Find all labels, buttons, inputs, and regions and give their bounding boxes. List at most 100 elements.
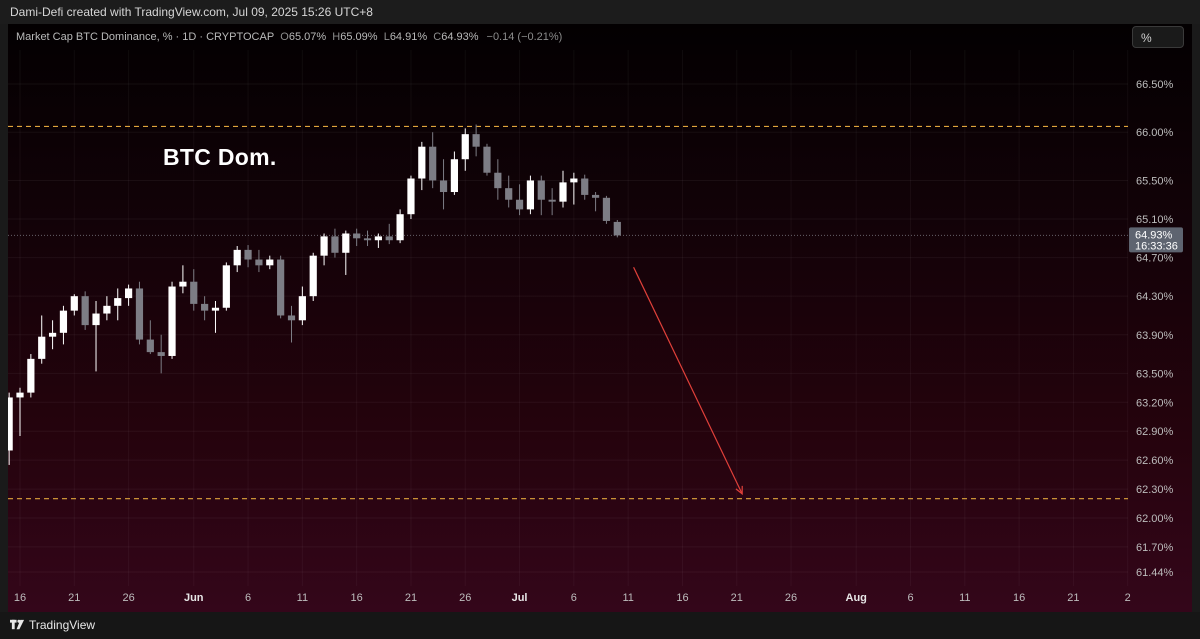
- x-tick-label: 11: [297, 592, 308, 604]
- x-tick-label: 16: [676, 592, 688, 604]
- candle-body: [570, 178, 578, 183]
- x-tick-label: 21: [731, 592, 743, 604]
- y-tick-label: 62.60%: [1136, 455, 1174, 467]
- x-tick-label: 26: [459, 592, 471, 604]
- candle-body: [309, 255, 317, 297]
- y-tick-label: 65.50%: [1136, 175, 1174, 187]
- candle-body: [38, 336, 46, 359]
- x-tick-label: 6: [907, 592, 913, 604]
- low-value: 64.91%: [389, 31, 428, 43]
- last-price-tag: [1129, 227, 1183, 253]
- high-label: H: [332, 31, 341, 43]
- candle-body: [48, 332, 57, 337]
- x-tick-label: 16: [351, 592, 363, 604]
- high-value: 65.09%: [340, 31, 378, 43]
- unit-toggle-button[interactable]: %: [1132, 26, 1184, 48]
- candle-body: [114, 298, 122, 306]
- candle-body: [331, 236, 339, 253]
- open-value: 65.07%: [288, 31, 327, 43]
- candle-body: [374, 236, 382, 241]
- candle-body: [396, 214, 404, 241]
- candle-body: [559, 182, 567, 202]
- y-tick-label: 64.30%: [1136, 291, 1174, 303]
- candle-body: [70, 296, 78, 311]
- candle-body: [244, 249, 252, 260]
- candle-body: [125, 288, 133, 299]
- y-tick-label: 63.20%: [1136, 397, 1174, 409]
- candle-body: [81, 296, 89, 326]
- x-tick-label: 16: [1013, 592, 1025, 604]
- tradingview-brand: TradingView: [29, 618, 96, 632]
- candle-body: [233, 249, 241, 266]
- y-tick-label: 66.50%: [1136, 79, 1174, 91]
- close-value: 64.93%: [441, 31, 479, 43]
- y-tick-label: 62.30%: [1136, 484, 1174, 496]
- candle-body: [103, 305, 111, 314]
- x-tick-label: 6: [245, 592, 251, 604]
- candle-body: [168, 286, 176, 356]
- trend-arrow-line: [633, 266, 743, 495]
- candle-body: [222, 265, 230, 308]
- candle-body: [439, 180, 448, 193]
- x-tick-label: 21: [1067, 592, 1079, 604]
- candle-body: [320, 236, 328, 256]
- candlestick-chart[interactable]: 66.50% 66.00% 65.50% 65.10% 64.70% 64.30% 63.9…: [8, 24, 1192, 612]
- chart-area[interactable]: 66.50% 66.00% 65.50% 65.10% 64.70% 64.30% 63.9…: [8, 24, 1192, 612]
- candle-body: [505, 188, 513, 200]
- candle-body: [472, 134, 480, 147]
- candle-body: [27, 358, 35, 393]
- candle-body: [287, 315, 296, 321]
- x-tick-label: 16: [14, 592, 26, 604]
- y-tick-label: 61.70%: [1136, 542, 1174, 554]
- candle-body: [16, 392, 24, 398]
- candle-body: [363, 238, 372, 241]
- candle-body: [407, 178, 415, 215]
- bottom-brand-bar: TradingView: [0, 612, 1200, 639]
- last-price-label: 64.93%: [1135, 229, 1173, 241]
- candle-body: [135, 288, 144, 340]
- candle-body: [548, 199, 556, 202]
- candle-body: [298, 296, 306, 321]
- candle-body: [602, 197, 611, 221]
- x-tick-label: 21: [405, 592, 417, 604]
- countdown-label: 16:33:36: [1135, 240, 1178, 252]
- candle-body: [146, 339, 154, 353]
- x-tick-label: 26: [785, 592, 797, 604]
- candle-body: [179, 281, 187, 287]
- candle-body: [461, 134, 469, 160]
- x-tick-label: 6: [571, 592, 577, 604]
- close-label: C: [433, 31, 442, 43]
- symbol-legend: Market Cap BTC Dominance, % · 1D · CRYPT…: [16, 31, 562, 43]
- candle-body: [190, 281, 198, 304]
- symbol-name: Market Cap BTC Dominance, % · 1D · CRYPT…: [16, 31, 275, 43]
- tradingview-logo-icon: [10, 619, 25, 630]
- y-tick-label: 66.00%: [1136, 127, 1174, 139]
- candle-body: [537, 180, 545, 200]
- top-attribution-bar: Dami-Defi created with TradingView.com, …: [0, 0, 1200, 24]
- open-label: O: [280, 31, 289, 43]
- candle-body: [418, 146, 426, 179]
- low-label: L: [383, 31, 390, 43]
- candle-body: [92, 313, 100, 326]
- x-tick-label: 26: [122, 592, 134, 604]
- x-tick-label: 11: [959, 592, 970, 604]
- candle-body: [494, 172, 502, 189]
- candle-body: [201, 303, 209, 311]
- attribution-text: Dami-Defi created with TradingView.com, …: [10, 5, 373, 19]
- candle-body: [613, 221, 621, 236]
- x-tick-label: Aug: [846, 592, 867, 604]
- x-tick-label: 2: [1125, 592, 1131, 604]
- candle-body: [59, 310, 68, 333]
- candle-body: [353, 233, 361, 239]
- candle-body: [255, 259, 263, 266]
- change-value: −0.14 (−0.21%): [486, 31, 563, 43]
- y-tick-label: 62.00%: [1136, 513, 1174, 525]
- candle-body: [342, 233, 350, 253]
- y-tick-label: 64.70%: [1136, 253, 1174, 265]
- candle-body: [483, 146, 491, 173]
- chart-title: BTC Dom.: [163, 144, 277, 170]
- candle-body: [591, 194, 600, 198]
- candle-body: [385, 236, 393, 241]
- x-tick-label: Jul: [512, 592, 528, 604]
- candle-body: [581, 178, 589, 195]
